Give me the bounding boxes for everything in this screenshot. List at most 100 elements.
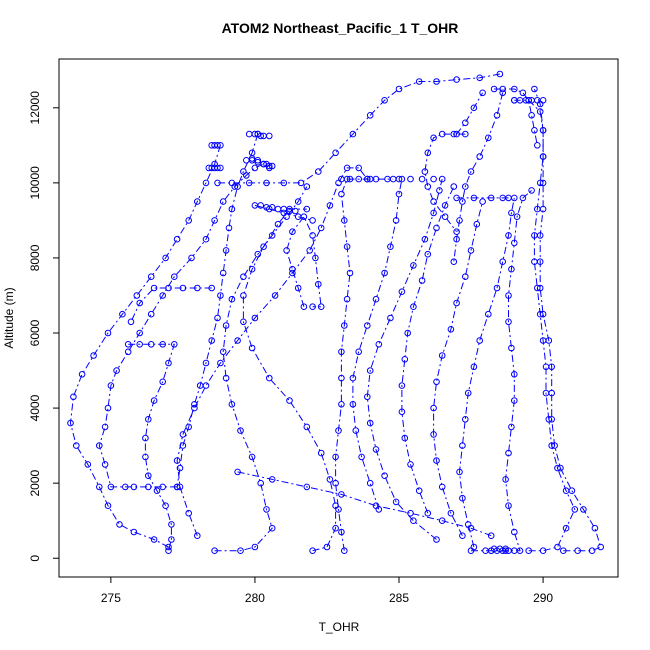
data-point [407,461,414,468]
data-point [119,310,126,318]
data-point [176,483,184,491]
data-point [349,374,357,382]
data-point [534,142,541,149]
series-line [352,179,403,510]
data-point [551,442,558,449]
data-point [493,112,501,119]
data-point [381,97,388,104]
data-point [113,367,120,374]
data-point [505,502,512,510]
dense-cluster [243,155,276,170]
data-point [430,209,437,217]
data-point [240,168,247,175]
data-point [352,427,360,434]
data-point [459,198,466,205]
data-point [536,258,544,266]
data-point [528,112,535,119]
series [349,175,406,513]
data-point [355,164,363,172]
data-point [453,228,460,235]
data-point [234,337,241,344]
data-point [548,363,556,371]
data-point [107,483,115,491]
data-point [254,158,262,166]
data-point [358,453,365,461]
data-point [467,247,475,254]
data-point [303,183,311,190]
data-point [159,378,166,386]
data-point [418,277,426,284]
series [467,187,535,555]
data-point [453,76,460,83]
data-point [343,164,351,172]
x-tick-label: 285 [389,591,409,605]
data-point [274,205,282,213]
data-point [217,359,224,367]
series-line [366,178,443,540]
data-point [438,130,446,138]
data-point [116,521,123,528]
data-point [597,543,605,551]
data-point [147,273,155,281]
data-point [534,284,541,292]
data-point [456,217,463,224]
x-tick-label: 275 [101,591,121,605]
series-line [130,287,212,323]
data-point [485,310,492,318]
series [67,142,224,551]
data-point [136,329,143,337]
series-line [401,186,455,514]
data-point [554,464,561,472]
data-point [398,408,406,416]
data-point [257,132,265,140]
data-point [171,273,178,281]
data-point [248,155,256,162]
data-point [286,397,293,404]
data-point [424,183,432,190]
data-point [364,322,371,329]
series-line [456,92,484,135]
data-point [464,521,472,528]
data-point [375,341,383,348]
series [251,202,316,224]
data-point [459,442,466,449]
data-point [508,344,515,352]
data-point [424,149,432,157]
data-point [222,374,230,382]
series-line [176,167,368,536]
data-point [511,371,518,378]
data-point [525,547,533,555]
data-point [309,217,316,224]
data-point [234,468,241,476]
data-point [467,168,475,175]
data-point [332,524,339,532]
data-point [257,202,265,209]
series [421,130,469,235]
data-point [355,175,363,183]
data-point [150,284,158,292]
data-point [473,220,481,228]
data-point [505,292,512,299]
data-point [462,416,469,423]
data-point [364,175,371,183]
data-point [372,295,380,303]
data-point [326,202,334,209]
data-point [511,528,518,536]
data-point [511,397,518,404]
data-point [280,179,288,187]
series-line [214,186,308,552]
data-point [539,127,547,134]
data-point [237,427,244,434]
data-point [588,547,596,555]
data-point [162,254,169,262]
series [124,341,178,555]
data-point [392,217,400,224]
series-line [433,201,484,536]
series-line [453,92,504,262]
data-point [343,243,351,250]
data-point [145,472,152,480]
data-point [398,382,406,389]
series [364,175,446,543]
data-point [453,130,460,138]
data-point [133,292,141,299]
